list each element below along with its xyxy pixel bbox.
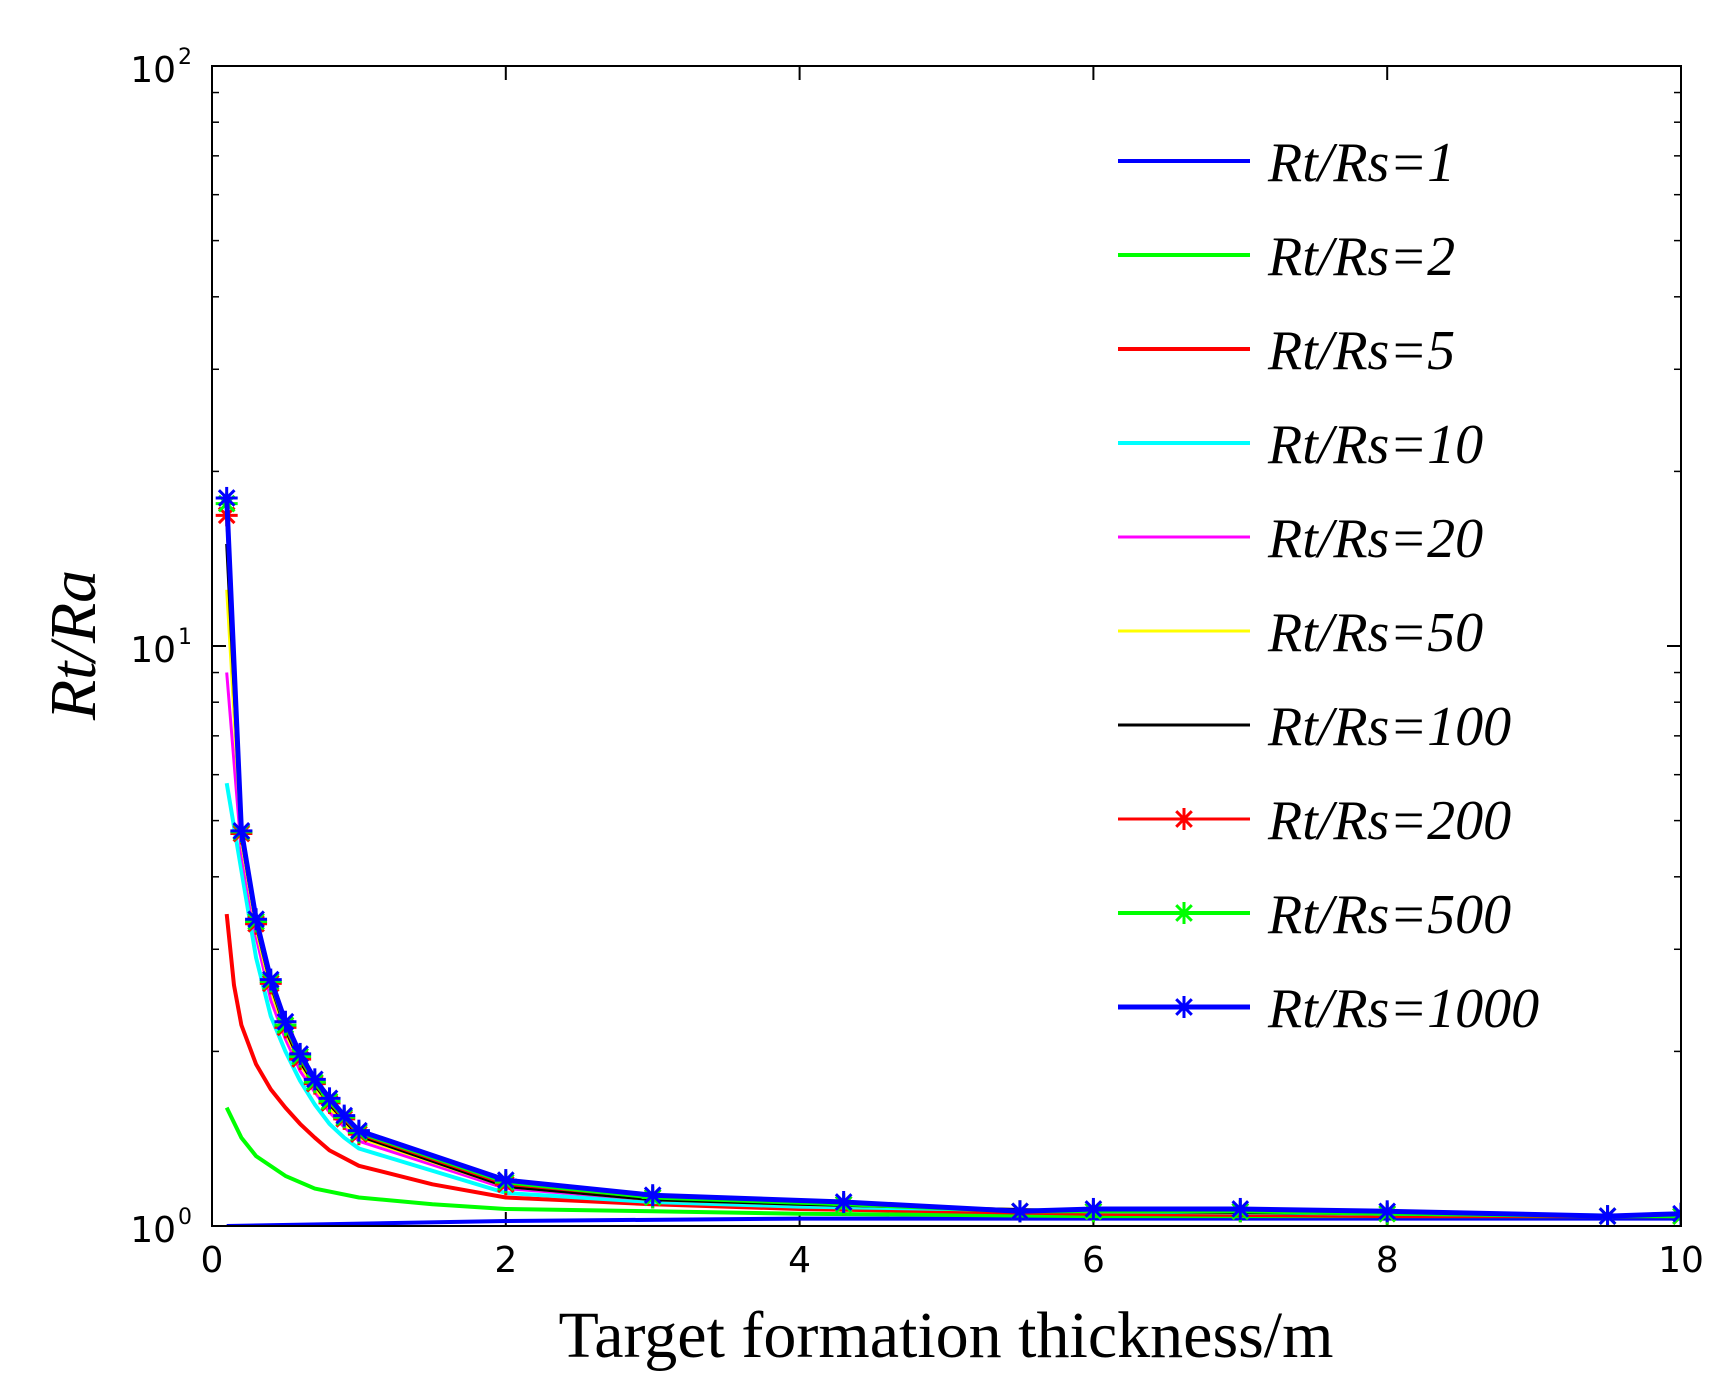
data-point	[494, 1169, 517, 1192]
legend-entry: Rt/Rs=200	[1118, 790, 1511, 852]
data-point	[318, 1087, 341, 1110]
legend-entry: Rt/Rs=1	[1118, 132, 1455, 194]
data-point	[641, 1184, 664, 1207]
legend-entry: Rt/Rs=10	[1118, 414, 1483, 476]
legend-label: Rt/Rs=500	[1267, 884, 1511, 946]
legend-label: Rt/Rs=5	[1267, 320, 1455, 382]
data-point	[274, 1010, 297, 1033]
x-tick-label: 0	[201, 1240, 224, 1281]
x-tick-label: 4	[788, 1240, 811, 1281]
y-tick-label-base: 10	[130, 630, 176, 671]
legend-entry: Rt/Rs=500	[1118, 884, 1511, 946]
data-point	[1376, 1200, 1399, 1223]
legend-entry: Rt/Rs=20	[1118, 508, 1483, 570]
y-axis-title: Rt/Ra	[37, 570, 110, 721]
data-point	[303, 1068, 326, 1091]
y-tick-label: 10 1	[130, 625, 192, 671]
x-axis-title: Target formation thickness/m	[559, 1299, 1334, 1372]
y-tick-label-exponent: 1	[178, 625, 192, 650]
plot-area	[212, 66, 1681, 1226]
legend-label: Rt/Rs=20	[1267, 508, 1483, 570]
data-point	[245, 908, 268, 931]
legend-label: Rt/Rs=10	[1267, 414, 1483, 476]
legend-marker	[1173, 808, 1195, 830]
x-tick-label: 10	[1658, 1240, 1704, 1281]
legend-label: Rt/Rs=1	[1267, 132, 1455, 194]
data-point	[347, 1119, 370, 1142]
data-point	[289, 1042, 312, 1065]
data-point	[259, 968, 282, 991]
x-tick-label: 8	[1376, 1240, 1399, 1281]
series-3	[224, 913, 1681, 1219]
legend-label: Rt/Rs=100	[1267, 696, 1511, 758]
data-point	[1082, 1197, 1105, 1220]
data-point	[1596, 1205, 1619, 1226]
legend-label: Rt/Rs=200	[1267, 790, 1511, 852]
legend-entry: Rt/Rs=50	[1118, 602, 1483, 664]
legend-marker	[1173, 902, 1195, 924]
legend-marker	[1173, 996, 1195, 1018]
series-1	[226, 1216, 1681, 1226]
y-tick-label-base: 10	[130, 50, 176, 91]
data-point	[333, 1104, 356, 1127]
legend-entry: Rt/Rs=2	[1118, 226, 1455, 288]
y-tick-label: 10 2	[130, 45, 192, 91]
legend-label: Rt/Rs=50	[1267, 602, 1483, 664]
legend-entry: Rt/Rs=100	[1118, 696, 1511, 758]
data-point	[230, 819, 253, 842]
data-point	[832, 1190, 855, 1213]
data-point	[215, 486, 238, 509]
y-tick-label-base: 10	[130, 1210, 176, 1251]
series-line	[224, 913, 1681, 1219]
legend-label: Rt/Rs=1000	[1267, 978, 1539, 1040]
y-tick-label-exponent: 2	[178, 45, 192, 70]
x-tick-label: 6	[1082, 1240, 1105, 1281]
x-tick-label: 2	[494, 1240, 517, 1281]
y-tick-label-exponent: 0	[178, 1205, 192, 1230]
data-point	[1670, 1202, 1681, 1225]
series-layer	[215, 486, 1681, 1226]
y-tick-label: 10 0	[130, 1205, 192, 1251]
legend: Rt/Rs=1 Rt/Rs=2 Rt/Rs=5 Rt/Rs=10 Rt/Rs=20 Rt/…	[1118, 132, 1539, 1040]
series-line	[226, 1216, 1681, 1226]
data-point	[1008, 1200, 1031, 1223]
plot-frame	[211, 65, 1682, 1227]
legend-label: Rt/Rs=2	[1267, 226, 1455, 288]
series-10	[215, 486, 1681, 1226]
legend-entry: Rt/Rs=5	[1118, 320, 1455, 382]
legend-entry: Rt/Rs=1000	[1118, 978, 1539, 1040]
data-point	[1229, 1197, 1252, 1220]
